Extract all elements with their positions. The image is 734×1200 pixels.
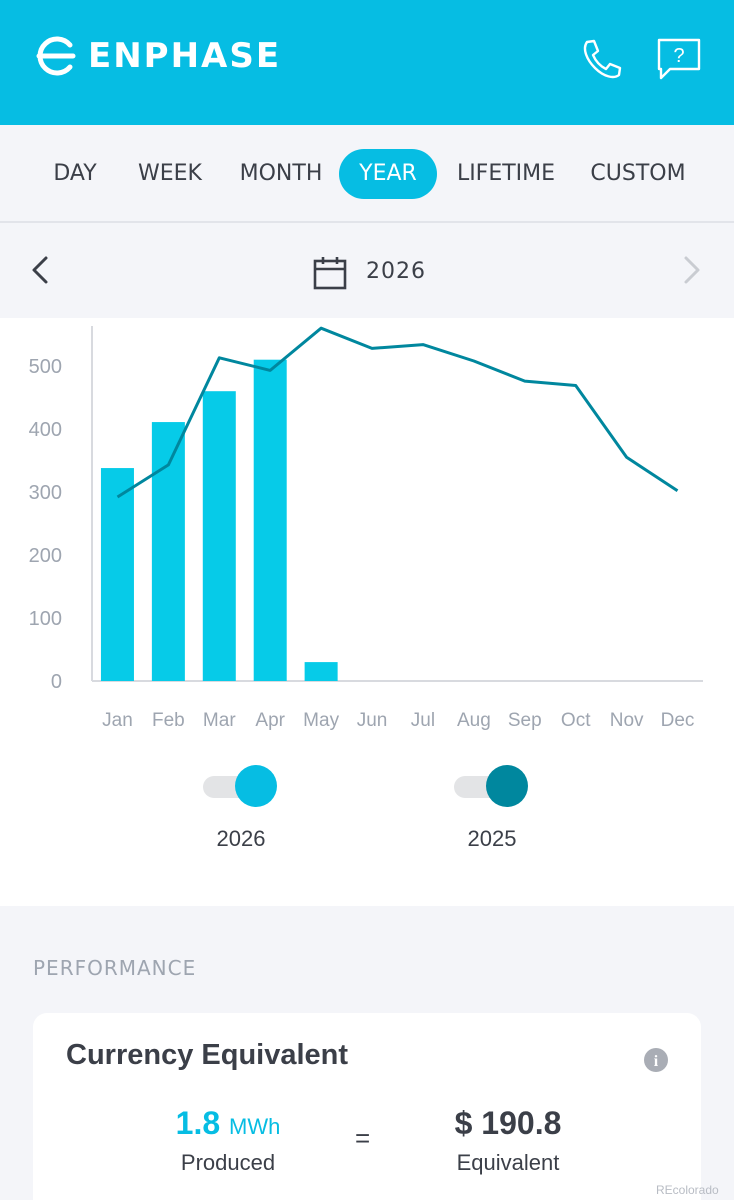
x-tick-label: Nov [610,710,644,731]
watermark: REcolorado [656,1183,719,1197]
tab-custom[interactable]: CUSTOM [590,161,686,186]
equals-sign: = [355,1123,371,1153]
x-tick-label: Sep [508,710,542,731]
x-tick-label: Jul [411,710,435,731]
legend-label-2026: 2026 [216,826,266,851]
x-tick-label: Feb [152,710,185,731]
tab-lifetime[interactable]: LIFETIME [456,161,556,186]
card-title: Currency Equivalent [66,1039,349,1071]
x-tick-label: Dec [661,710,695,731]
tab-year[interactable]: YEAR [339,149,437,199]
help-icon[interactable]: ? [656,36,702,82]
tab-week[interactable]: WEEK [138,161,202,186]
toggle-2026[interactable] [201,764,281,808]
bar-2026-Apr [253,359,287,681]
legend-label-2025: 2025 [467,826,517,851]
x-tick-label: May [303,710,339,731]
info-icon[interactable]: i [643,1047,669,1073]
equivalent-label: Equivalent [456,1150,560,1175]
bar-2026-Jan [100,468,134,681]
app-header: ENPHASE ? [0,0,734,125]
selected-period[interactable]: 2026 [366,259,426,284]
y-tick-label: 300 [29,482,62,504]
tab-day[interactable]: DAY [53,161,97,186]
tab-month[interactable]: MONTH [239,161,323,186]
toggle-knob [235,765,277,807]
help-glyph: ? [673,45,684,67]
y-tick-label: 200 [29,545,62,567]
line-2025 [116,326,679,499]
section-label-performance: PERFORMANCE [33,956,197,980]
chevron-left-icon[interactable] [26,253,58,287]
production-chart-panel: 0 100 200 300 400 500 Jan Feb Mar Apr May Jun Jul Aug… [0,318,734,906]
x-tick-label: Mar [203,710,236,731]
produced-value-row: 1.8 MWh [133,1105,323,1142]
toggle-knob [486,765,528,807]
y-tick-label: 400 [29,419,62,441]
y-tick-label: 100 [29,608,62,630]
y-tick-label: 0 [51,671,62,693]
equivalent-value: $ 190.8 [454,1105,562,1141]
x-tick-label: Apr [255,710,285,731]
currency-equivalent-card: Currency Equivalent i 1.8 MWh Produced =… [33,1013,701,1200]
calendar-icon[interactable] [312,255,348,291]
brand-name: ENPHASE [88,36,282,76]
bar-2026-May [304,662,338,681]
period-tabs: DAY WEEK MONTH YEAR LIFETIME CUSTOM [0,125,734,223]
legend-item-2026[interactable]: 2026 [181,764,301,852]
produced-metric: 1.8 MWh Produced [133,1105,323,1176]
legend-item-2025[interactable]: 2025 [432,764,552,852]
produced-unit: MWh [229,1114,281,1139]
enphase-logo-icon [36,36,76,76]
x-tick-label: Aug [457,710,491,731]
toggle-2025[interactable] [452,764,532,808]
produced-label: Produced [180,1150,276,1175]
x-tick-label: Jun [357,710,388,731]
x-tick-label: Jan [102,710,133,731]
info-glyph: i [654,1053,659,1070]
phone-icon[interactable] [578,36,624,82]
chevron-right-icon[interactable] [676,253,708,287]
date-navigation: 2026 [0,225,734,318]
enphase-logo: ENPHASE [36,36,281,76]
equivalent-metric: $ 190.8 Equivalent [418,1105,598,1176]
bar-2026-Feb [151,422,185,681]
produced-value: 1.8 [175,1105,221,1141]
y-tick-label: 500 [29,356,62,378]
production-chart: 0 100 200 300 400 500 Jan Feb Mar Apr May Jun Jul Aug… [29,326,703,731]
bar-2026-Mar [202,391,236,681]
x-tick-label: Oct [561,710,591,731]
